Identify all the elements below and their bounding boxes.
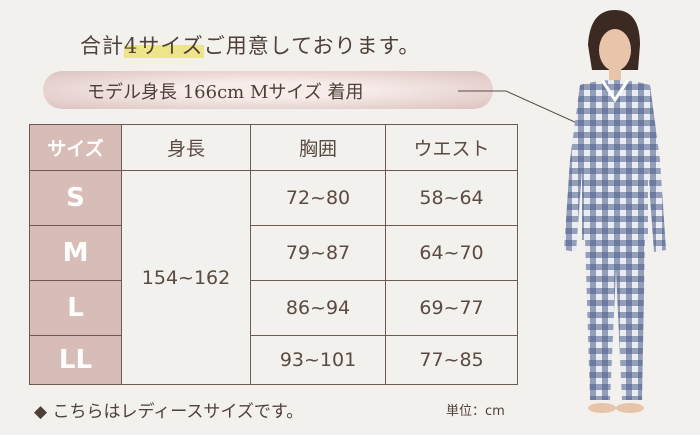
table-row: M 79~87 64~70 [29, 225, 518, 281]
table-row: S 154~162 72~80 58~64 [29, 170, 518, 385]
model-photo [564, 10, 666, 413]
size-cell: S [29, 170, 122, 226]
size-table: サイズ 身長 胸囲 ウエスト S 154~162 72~80 58~64 M 7… [29, 124, 518, 385]
table-row: L 86~94 69~77 [29, 280, 518, 336]
chest-cell: 72~80 [250, 170, 386, 226]
table-row: LL 93~101 77~85 [29, 335, 518, 385]
model-info-text: モデル身長 166cm Mサイズ 着用 [87, 82, 364, 103]
header-chest: 胸囲 [250, 124, 386, 171]
header-waist: ウエスト [385, 124, 518, 171]
chest-cell: 86~94 [250, 280, 386, 336]
size-cell: L [29, 280, 122, 336]
waist-cell: 58~64 [385, 170, 518, 226]
ladies-size-note: ◆ こちらはレディースサイズです。 [34, 402, 304, 422]
headline: 合計4サイズご用意しております。 [80, 30, 420, 60]
model-info-pill [43, 71, 493, 109]
size-cell: LL [29, 335, 122, 385]
headline-highlight: 4サイズ [124, 34, 204, 58]
headline-prefix: 合計 [80, 34, 124, 58]
chest-cell: 79~87 [250, 225, 386, 281]
headline-suffix: ご用意しております。 [203, 34, 421, 58]
waist-cell: 69~77 [385, 280, 518, 336]
header-height: 身長 [121, 124, 251, 171]
chest-cell: 93~101 [250, 335, 386, 385]
height-cell: 154~162 [121, 170, 251, 385]
waist-cell: 64~70 [385, 225, 518, 281]
size-cell: M [29, 225, 122, 281]
waist-cell: 77~85 [385, 335, 518, 385]
header-size: サイズ [29, 124, 122, 171]
unit-label: 単位：cm [446, 404, 505, 419]
